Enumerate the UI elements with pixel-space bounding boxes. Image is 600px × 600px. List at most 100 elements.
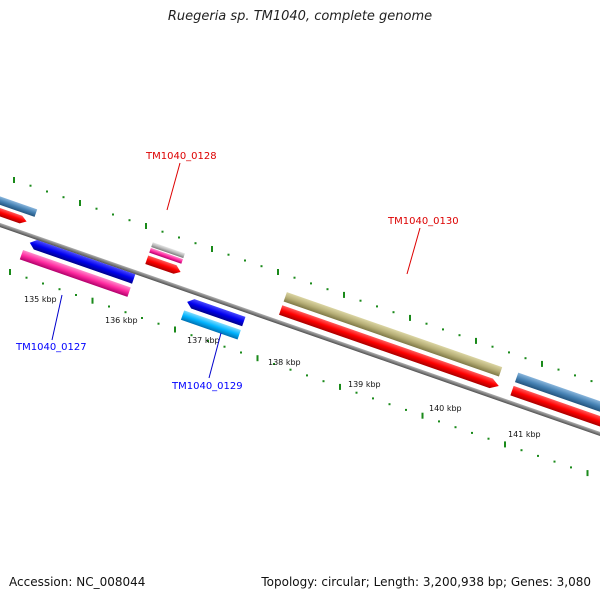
lower-tick <box>421 412 424 419</box>
gene-label-0129: TM1040_0129 <box>171 381 243 392</box>
upper-tick <box>409 314 411 321</box>
lower-tick <box>273 363 275 365</box>
upper-tick <box>392 311 395 314</box>
upper-tick <box>376 305 378 308</box>
forward-strand-features <box>0 186 600 429</box>
upper-tick <box>13 177 15 183</box>
cds-blue-0127 <box>29 240 136 284</box>
upper-tick <box>425 322 428 325</box>
cds-red-0130 <box>279 305 499 389</box>
cds-steelblue-right <box>514 372 600 415</box>
lower-tick-row <box>9 269 589 477</box>
scale-label: 140 kbp <box>429 404 462 413</box>
upper-tick <box>112 213 114 216</box>
cds-cyan-0129 <box>180 310 241 340</box>
gene-label-0130: TM1040_0130 <box>387 216 459 227</box>
leader-line-0128 <box>166 162 181 211</box>
cds-red-right <box>510 385 600 429</box>
scale-label: 138 kbp <box>268 358 301 367</box>
cds-magenta-0128 <box>149 247 183 264</box>
accession-text: Accession: NC_008044 <box>9 575 146 589</box>
lower-tick <box>504 441 506 448</box>
lower-tick <box>487 437 490 440</box>
genome-title: Ruegeria sp. TM1040, complete genome <box>167 9 433 24</box>
scale-labels: 135 kbp 136 kbp 137 kbp 138 kbp 139 kbp 140 k… <box>24 295 541 439</box>
upper-tick <box>128 219 131 222</box>
upper-tick <box>211 246 213 252</box>
lower-tick <box>91 297 94 304</box>
upper-tick <box>227 253 230 256</box>
cds-blue-0129 <box>187 299 246 327</box>
lower-tick <box>388 403 391 406</box>
upper-tick <box>194 242 197 245</box>
cds-steelblue-left <box>0 186 38 217</box>
upper-tick <box>326 288 329 291</box>
lower-tick <box>174 326 176 333</box>
upper-tick <box>458 334 461 337</box>
upper-tick <box>244 259 246 262</box>
lower-tick <box>124 311 127 314</box>
lower-tick <box>438 420 440 423</box>
cds-red-left <box>0 196 27 224</box>
scale-label: 136 kbp <box>105 316 138 325</box>
leader-line-0129 <box>208 332 222 379</box>
upper-tick <box>277 269 279 275</box>
lower-tick <box>553 460 556 463</box>
lower-tick <box>256 355 259 362</box>
lower-tick <box>25 276 28 279</box>
reverse-strand-features <box>19 240 246 340</box>
upper-tick <box>293 276 296 279</box>
upper-tick <box>178 236 180 239</box>
lower-tick <box>58 288 61 291</box>
lower-tick <box>190 334 193 337</box>
lower-tick <box>405 408 407 411</box>
upper-tick <box>79 200 81 206</box>
upper-tick <box>359 299 362 302</box>
upper-tick <box>343 291 345 298</box>
upper-tick <box>491 345 494 348</box>
leader-line-0127 <box>51 294 63 341</box>
genome-summary-text: Topology: circular; Length: 3,200,938 bp… <box>261 575 591 589</box>
cds-grey-0128 <box>151 242 185 259</box>
upper-tick <box>508 351 510 354</box>
lower-tick <box>520 449 523 452</box>
upper-tick <box>574 374 576 377</box>
lower-tick <box>289 368 292 371</box>
lower-tick <box>372 397 374 400</box>
lower-tick <box>306 374 308 377</box>
upper-tick <box>590 380 593 383</box>
leader-line-0130 <box>406 227 421 275</box>
lower-tick <box>454 426 457 429</box>
lower-tick <box>207 340 209 342</box>
lower-tick <box>240 351 242 354</box>
upper-tick <box>475 337 477 344</box>
cds-magenta-0127 <box>19 249 131 297</box>
lower-tick <box>141 317 143 319</box>
upper-tick <box>95 207 98 210</box>
upper-tick <box>524 357 527 360</box>
lower-tick <box>9 269 11 275</box>
lower-tick <box>570 466 572 469</box>
upper-tick <box>557 368 560 371</box>
upper-tick <box>310 282 312 285</box>
lower-tick <box>355 391 358 394</box>
genome-backbone <box>0 219 600 454</box>
upper-tick <box>145 223 147 229</box>
lower-tick <box>537 454 539 457</box>
upper-tick <box>46 190 48 193</box>
cds-red-0128 <box>145 255 181 274</box>
lower-tick <box>108 305 110 308</box>
lower-tick <box>586 470 589 477</box>
gene-label-0127: TM1040_0127 <box>15 342 87 353</box>
upper-tick <box>541 360 543 367</box>
scale-label: 137 kbp <box>187 336 220 345</box>
lower-tick <box>223 345 226 348</box>
upper-tick <box>62 196 65 199</box>
upper-tick <box>29 184 32 187</box>
upper-tick <box>161 230 164 233</box>
lower-tick <box>42 282 44 285</box>
scale-label: 141 kbp <box>508 430 541 439</box>
lower-tick <box>157 322 160 325</box>
upper-tick-row <box>13 177 593 383</box>
